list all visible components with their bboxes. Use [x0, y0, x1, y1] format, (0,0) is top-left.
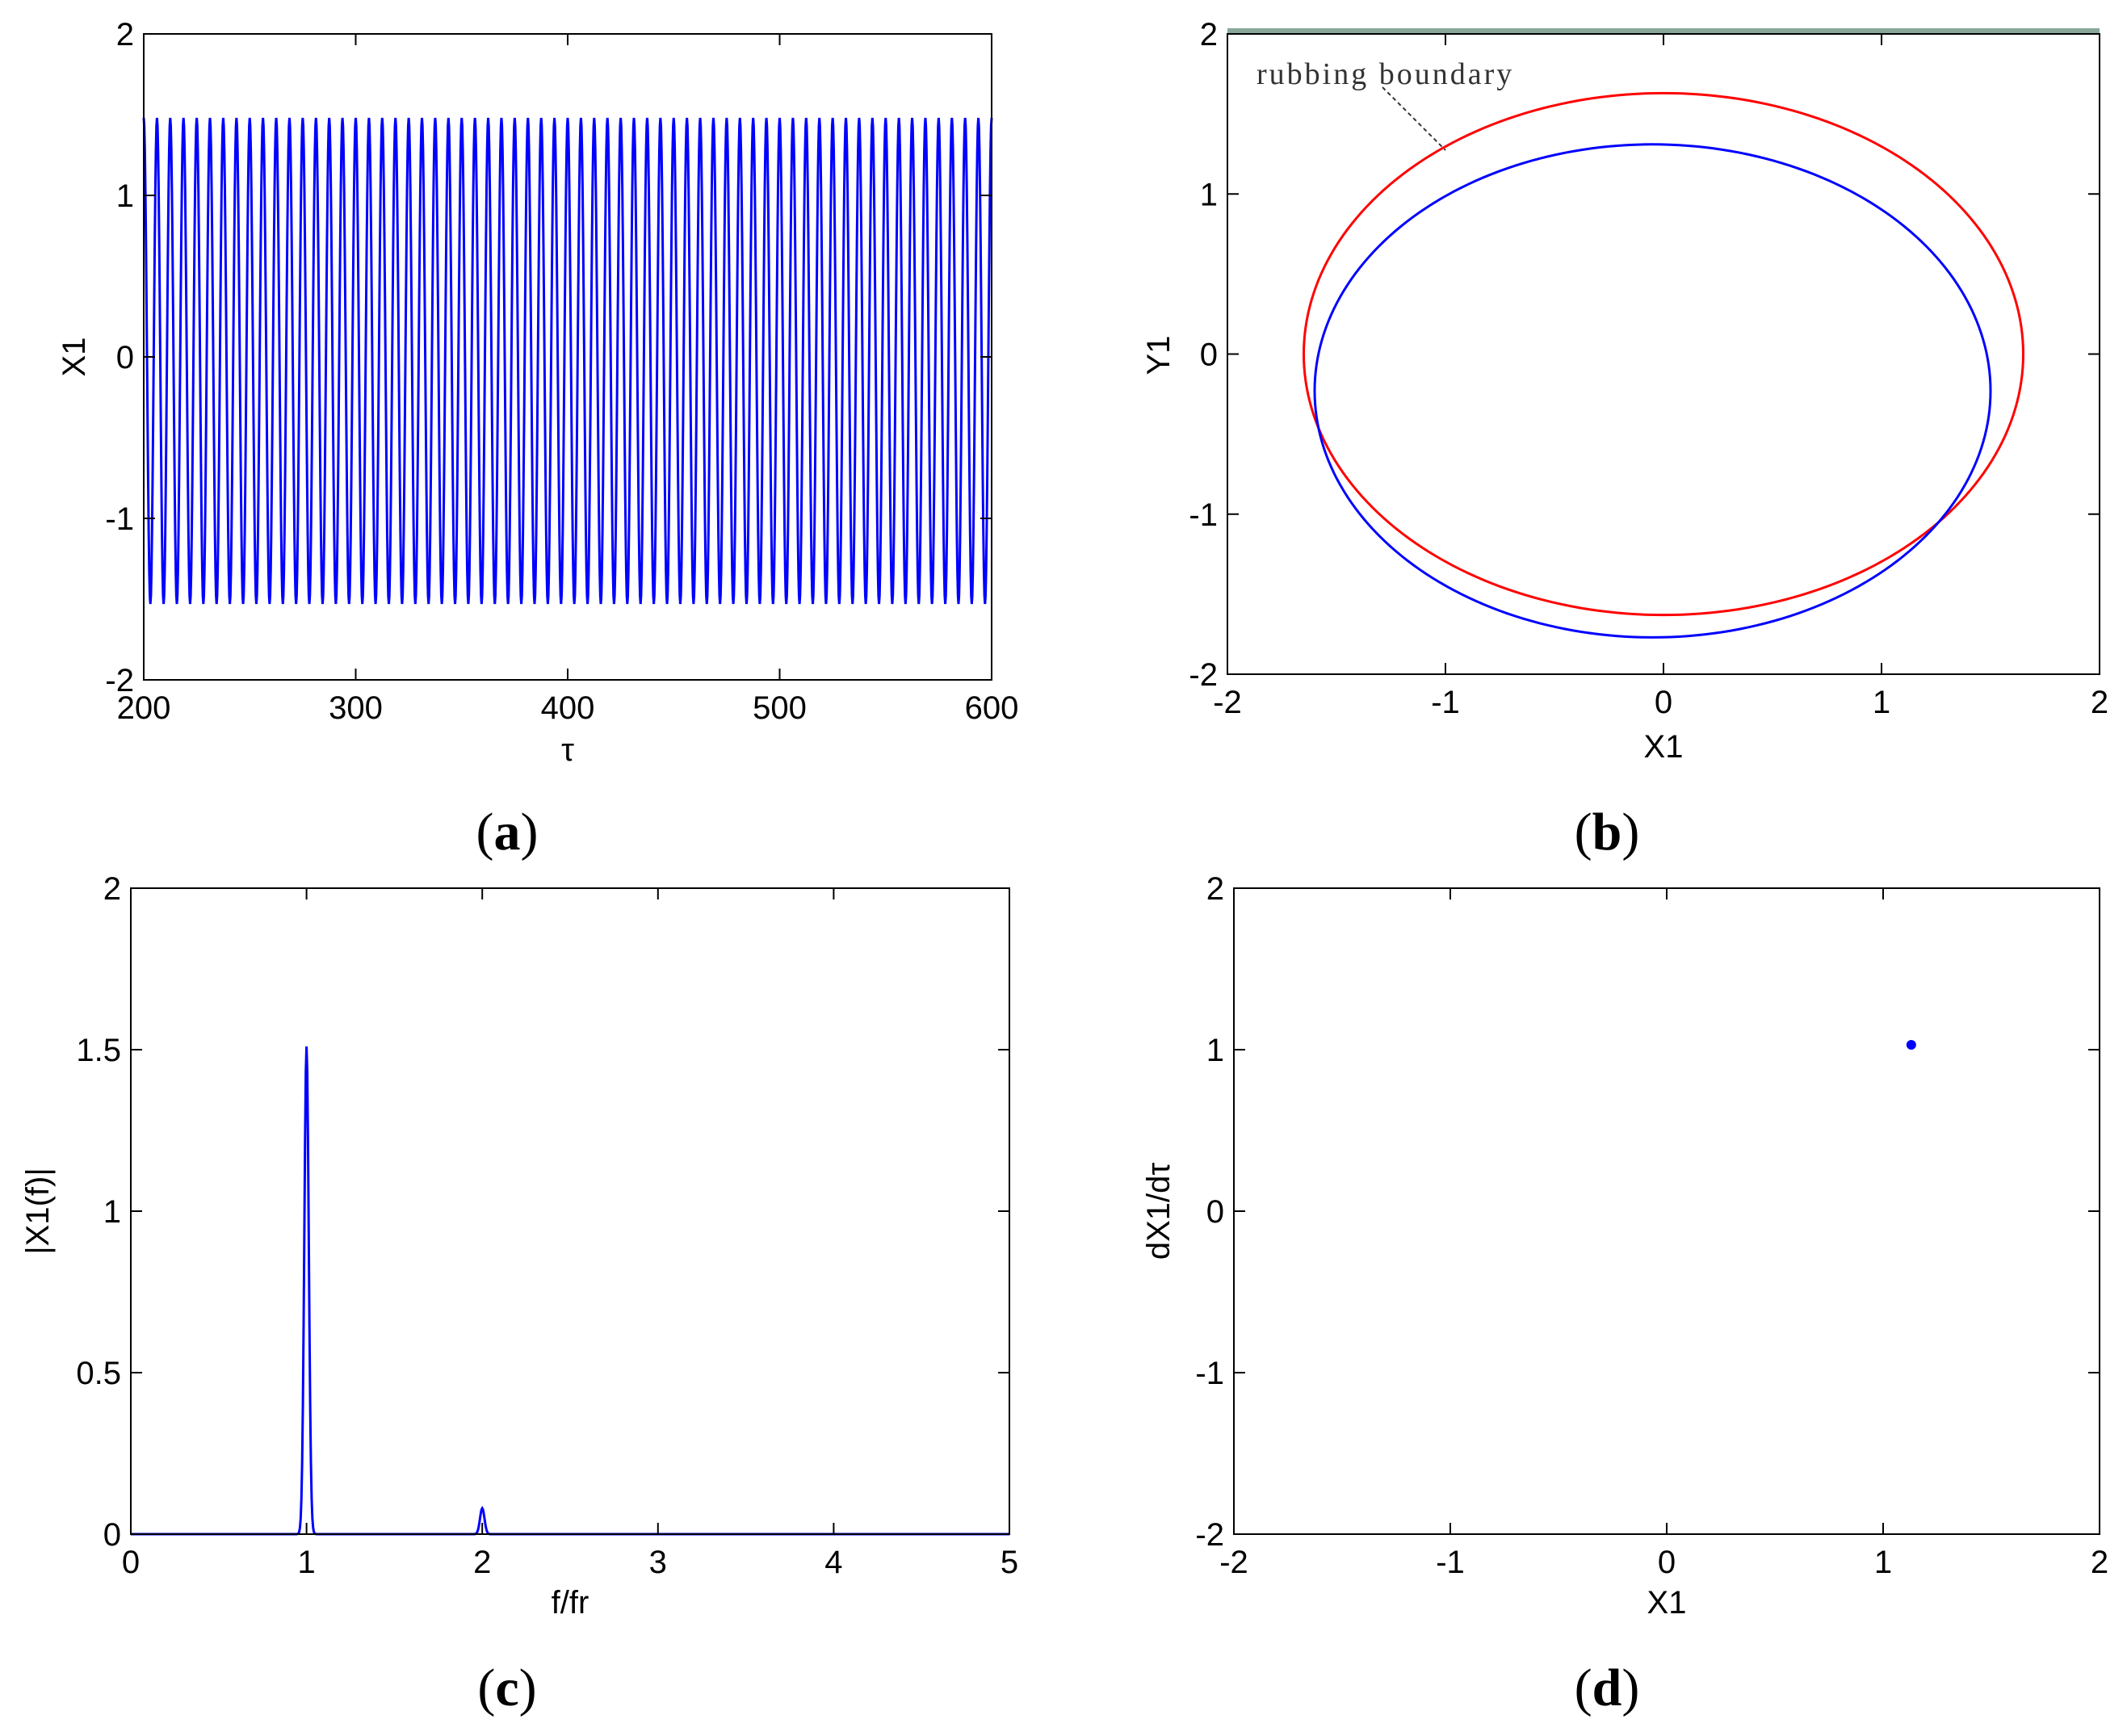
- x-tick-label: 1: [297, 1545, 315, 1580]
- panel-c-label: (c): [477, 1658, 536, 1717]
- x-tick-label: -2: [1219, 1545, 1248, 1580]
- panel-c-ylabel: |X1(f)|: [20, 1168, 56, 1254]
- x-tick-label: 4: [824, 1545, 842, 1580]
- y-tick-label: 1: [1206, 1033, 1224, 1068]
- x-tick-label: 0: [1658, 1545, 1676, 1580]
- y-tick-label: 2: [1200, 17, 1218, 52]
- panel-b-label: (b): [1575, 803, 1640, 862]
- panel-a-series: [142, 117, 993, 605]
- orbit-ellipse: [1313, 143, 1992, 639]
- panel-d-ylabel: dX1/dτ: [1141, 1163, 1177, 1260]
- x-tick-label: 1: [1873, 685, 1890, 720]
- y-tick-label: 0: [103, 1517, 121, 1553]
- panel-b-annotation: rubbing boundary: [1256, 57, 1514, 91]
- x-tick-label: 3: [649, 1545, 667, 1580]
- panel-c-series: [131, 1046, 1009, 1536]
- y-tick-label: 2: [103, 871, 121, 907]
- poincare-point: [1906, 1040, 1916, 1050]
- y-tick-label: 0.5: [76, 1356, 121, 1391]
- panel-c-xlabel: f/fr: [552, 1585, 589, 1621]
- panel-c-ticks: 0 1 2 3 4 5 0 0.5 1 1.5 2: [76, 871, 1018, 1580]
- panel-a-ylabel: X1: [57, 338, 92, 377]
- panel-b-xlabel: X1: [1644, 729, 1684, 765]
- panel-a-label: (a): [476, 803, 539, 862]
- x-tick-label: 1: [1874, 1545, 1892, 1580]
- x-tick-label: -1: [1436, 1545, 1465, 1580]
- panel-a: 200 300 400 500 600 -2 -1 0 1 2 τ X1 (a): [57, 17, 1018, 862]
- panel-a-ticks: 200 300 400 500 600 -2 -1 0 1 2: [105, 17, 1018, 726]
- x-tick-label: 2: [2091, 1545, 2108, 1580]
- y-tick-label: -1: [105, 501, 134, 537]
- y-tick-label: 1.5: [76, 1033, 121, 1068]
- panel-b: -2 -1 0 1 2 -2 -1 0 1 2 rubbing boundary X1 Y1 (b…: [1141, 17, 2108, 862]
- y-tick-label: -2: [105, 663, 134, 698]
- x-tick-label: 500: [753, 690, 807, 726]
- panel-d-xlabel: X1: [1647, 1585, 1687, 1621]
- orbit-ellipse: [1302, 91, 2024, 617]
- panel-b-ticks: -2 -1 0 1 2 -2 -1 0 1 2: [1189, 17, 2108, 720]
- y-tick-label: 0: [1206, 1194, 1224, 1230]
- y-tick-label: 1: [116, 178, 134, 214]
- x-tick-label: 200: [117, 690, 171, 726]
- panel-c-axes-box: [130, 887, 1010, 1535]
- x-tick-label: 0: [122, 1545, 140, 1580]
- spectrum-line: [131, 1046, 1009, 1536]
- x-tick-label: 0: [1655, 685, 1672, 720]
- x-tick-label: 300: [329, 690, 383, 726]
- panel-b-axes-box: [1227, 33, 2100, 675]
- x-tick-label: 2: [473, 1545, 491, 1580]
- x-tick-label: -2: [1213, 685, 1242, 720]
- y-tick-label: 0: [1200, 338, 1218, 373]
- panel-b-annotation-leader: [1382, 86, 1446, 151]
- x-tick-label: 5: [1001, 1545, 1018, 1580]
- panel-d-series: [1906, 1040, 1916, 1050]
- y-tick-label: 1: [1200, 177, 1218, 212]
- x-tick-label: 2: [2091, 685, 2108, 720]
- panel-d: -2 -1 0 1 2 -2 -1 0 1 2 X1 dX1/dτ (d): [1141, 871, 2108, 1717]
- x-tick-label: 600: [965, 690, 1019, 726]
- panel-b-ylabel: Y1: [1141, 336, 1177, 375]
- y-tick-label: -1: [1189, 497, 1218, 533]
- y-tick-label: -2: [1189, 657, 1218, 693]
- panel-b-series: [1302, 91, 2024, 639]
- x-tick-label: -1: [1431, 685, 1460, 720]
- y-tick-label: 2: [1206, 871, 1224, 907]
- panel-d-axes-box: [1233, 887, 2100, 1535]
- panel-c: 0 1 2 3 4 5 0 0.5 1 1.5 2 f/fr |X1(f)| (c): [20, 871, 1018, 1717]
- y-tick-label: 0: [116, 340, 134, 375]
- series-line: [142, 117, 993, 605]
- y-tick-label: -2: [1195, 1517, 1224, 1553]
- y-tick-label: -1: [1195, 1356, 1224, 1391]
- panel-d-ticks: -2 -1 0 1 2 -2 -1 0 1 2: [1195, 871, 2108, 1580]
- y-tick-label: 1: [103, 1194, 121, 1230]
- panel-d-label: (d): [1575, 1658, 1640, 1717]
- x-tick-label: 400: [541, 690, 595, 726]
- panel-a-xlabel: τ: [561, 732, 574, 768]
- y-tick-label: 2: [116, 17, 134, 52]
